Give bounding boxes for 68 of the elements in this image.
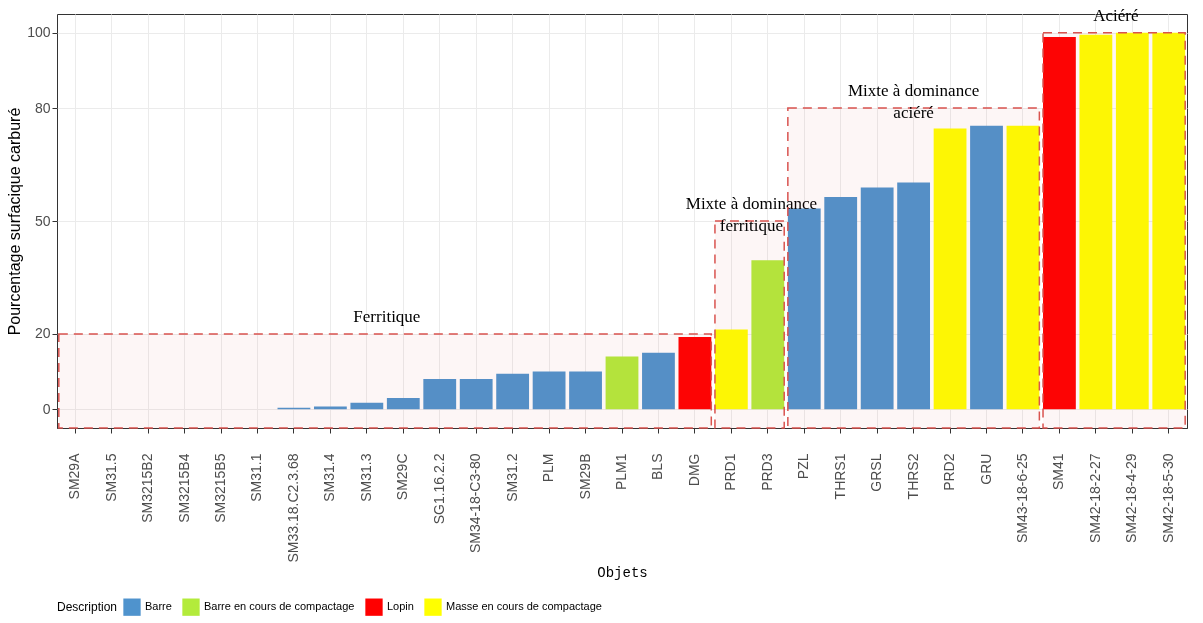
bar [860,187,894,410]
x-tick-label: SM42-18-2-27 [1086,453,1103,543]
legend-label: Barre en cours de compactage [204,600,355,613]
x-tick-label: SM3215B4 [175,453,192,523]
band-label: Mixte à dominance aciéré [847,81,980,123]
legend-label: Lopin [387,600,414,613]
x-tick-label: PRD1 [722,453,739,491]
x-tick-label: SM31.5 [102,453,119,502]
x-tick-label: SM34-18-C3-80 [467,453,484,554]
x-tick-label: THRS2 [904,453,921,500]
y-tick-label: 0 [42,400,51,417]
bar [1043,36,1076,410]
bar [897,182,931,410]
legend-label: Masse en cours de compactage [446,600,602,613]
x-tick-label: SM31.3 [357,453,374,502]
x-tick-label: PRD2 [941,453,958,491]
bar [459,379,493,410]
y-tick-label: 100 [27,24,51,41]
x-tick-label: PLM [540,453,557,483]
bar [532,371,566,410]
x-tick-label: SM29A [66,452,83,500]
bar [569,371,602,410]
x-tick-label: GRU [977,453,994,485]
band-label: Ferritique [353,306,421,326]
x-tick-label: SM33.18.C2.3.68 [284,453,301,563]
bar [751,260,785,410]
legend-label: Barre [145,600,172,613]
x-tick-label: SM43-18-6-25 [1013,453,1030,543]
bar [970,125,1003,410]
legend-title: Description [57,600,118,614]
x-tick-label: PLM1 [613,453,629,491]
y-axis-title: Pourcentage surfacique carburé [6,107,24,336]
x-tick-label: PZL [795,453,812,480]
x-tick-label: PRD3 [758,453,775,491]
bar [678,336,712,410]
y-tick-label: 50 [34,212,51,229]
x-tick-label: SM42-18-5-30 [1159,453,1176,543]
x-tick-label: SM31.1 [248,453,265,502]
x-tick-label: BLS [649,453,666,480]
bar [1152,32,1186,410]
x-tick-label: SM3215B2 [139,453,156,523]
bar [714,329,748,410]
band-label: Mixte à dominance ferritique [685,194,818,235]
x-axis-title: Objets [597,565,648,582]
x-tick-label: GRSL [868,453,885,492]
bar [824,196,858,410]
x-tick-label: SM31.2 [503,453,520,502]
x-tick-label: DMG [685,453,702,487]
bar [1006,125,1040,410]
x-tick-label: SM3215B5 [212,453,229,523]
bar [423,379,457,410]
y-tick-label: 20 [34,325,51,342]
x-tick-label: SM29C [394,453,411,501]
x-tick-label: SM31.4 [321,453,338,502]
bar [350,402,384,410]
y-tick-label: 80 [34,99,51,116]
bar [642,352,675,410]
bar [1115,32,1149,410]
x-tick-label: SM42-18-4-29 [1123,453,1140,543]
bar [496,373,530,410]
x-tick-label: THRS1 [831,453,848,500]
bar [605,356,639,410]
x-tick-label: SG1.16.2.2 [430,453,447,525]
bar [933,128,967,410]
bar [386,397,420,410]
x-tick-label: SM29B [576,453,593,500]
x-tick-label: SM41 [1050,453,1067,491]
bar [1079,34,1113,410]
